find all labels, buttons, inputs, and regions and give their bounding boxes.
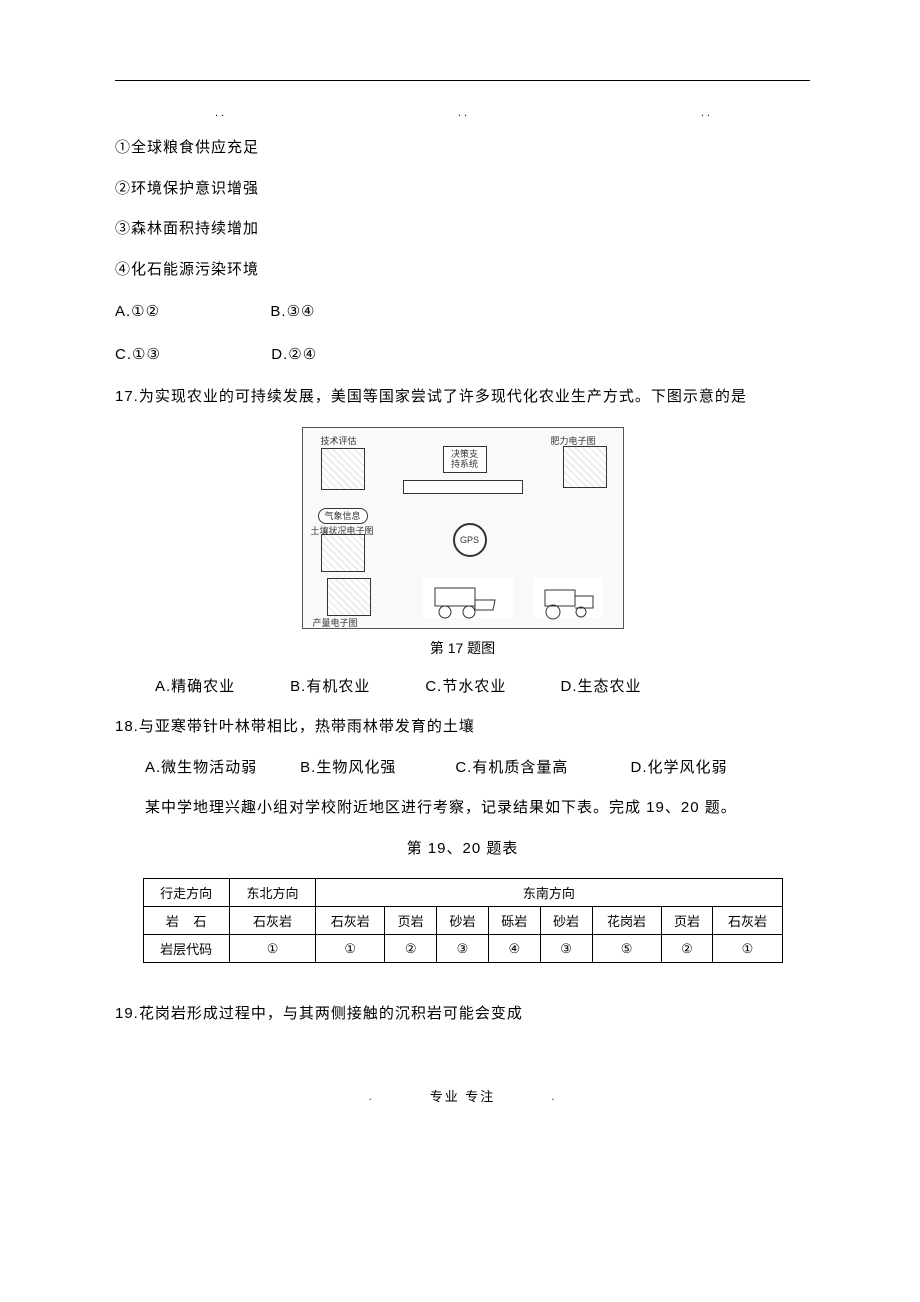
fig-tractor <box>533 578 603 618</box>
q18-options: A.微生物活动弱 B.生物风化强 C.有机质含量高 D.化学风化弱 <box>115 757 810 780</box>
rock-char-b: 石 <box>193 914 206 929</box>
header-rule <box>115 80 810 81</box>
option-b: B.③④ <box>270 303 315 320</box>
footer-text: 专业 专注 <box>430 1089 496 1104</box>
q17-figure: 技术评估 决策支 持系统 肥力电子图 气象信息 土壤状况电子图 GPS 产量电子… <box>115 427 810 658</box>
option-c: C.①③ <box>115 346 161 363</box>
fig-label-fert: 肥力电子图 <box>551 434 596 447</box>
cell-rock: 石灰岩 <box>229 907 315 935</box>
cell-rock: 砂岩 <box>437 907 489 935</box>
statement-2: ②环境保护意识增强 <box>115 178 810 201</box>
q18-stem: 18.与亚寒带针叶林带相比，热带雨林带发育的土壤 <box>115 716 810 739</box>
cell-rock: 石灰岩 <box>713 907 782 935</box>
th-code: 岩层代码 <box>143 935 229 963</box>
cell-rock: 页岩 <box>661 907 713 935</box>
q17-opt-d: D.生态农业 <box>561 676 642 699</box>
cell-rock: 石灰岩 <box>316 907 385 935</box>
dot: . . <box>701 107 710 119</box>
q17-options: A.精确农业 B.有机农业 C.节水农业 D.生态农业 <box>115 676 810 699</box>
th-walk: 行走方向 <box>143 879 229 907</box>
cell-rock: 砾岩 <box>488 907 540 935</box>
q17-caption: 第 17 题图 <box>115 638 810 658</box>
fig-label-tech: 技术评估 <box>321 434 357 447</box>
fig-box-console <box>403 480 523 494</box>
cell-rock: 花岗岩 <box>592 907 661 935</box>
cell-code: ② <box>385 935 437 963</box>
cell-code: ② <box>661 935 713 963</box>
q18-opt-c: C.有机质含量高 <box>455 757 625 780</box>
cell-code: ⑤ <box>592 935 661 963</box>
fig-label-yield: 产量电子图 <box>313 616 358 629</box>
q18-opt-a: A.微生物活动弱 <box>145 757 295 780</box>
q18-opt-b: B.生物风化强 <box>300 757 450 780</box>
table-row: 岩层代码 ① ① ② ③ ④ ③ ⑤ ② ① <box>143 935 782 963</box>
cell-code: ③ <box>437 935 489 963</box>
q19-table: 行走方向 东北方向 东南方向 岩 石 石灰岩 石灰岩 页岩 砂岩 砾岩 砂岩 花… <box>143 878 783 963</box>
th-ne: 东北方向 <box>229 879 315 907</box>
fig-blob-fert <box>563 446 607 488</box>
q19-stem: 19.花岗岩形成过程中，与其两侧接触的沉积岩可能会变成 <box>115 1003 810 1026</box>
option-a: A.①② <box>115 303 160 320</box>
cell-code: ① <box>713 935 782 963</box>
statement-4: ④化石能源污染环境 <box>115 259 810 282</box>
cell-code: ① <box>229 935 315 963</box>
th-rock: 岩 石 <box>143 907 229 935</box>
options-row-1: A.①② B.③④ <box>115 301 810 324</box>
fig-box-weather: 气象信息 <box>318 508 368 525</box>
dot: . . <box>458 107 467 119</box>
table-row: 岩 石 石灰岩 石灰岩 页岩 砂岩 砾岩 砂岩 花岗岩 页岩 石灰岩 <box>143 907 782 935</box>
q17-opt-c: C.节水农业 <box>425 676 555 699</box>
rock-char-a: 岩 <box>166 914 179 929</box>
options-row-2: C.①③ D.②④ <box>115 344 810 367</box>
footer-dot-left: . <box>369 1092 374 1103</box>
q17-opt-a: A.精确农业 <box>155 676 285 699</box>
fig-harvester <box>423 578 513 618</box>
passage-19-20: 某中学地理兴趣小组对学校附近地区进行考察，记录结果如下表。完成 19、20 题。 <box>115 797 810 820</box>
cell-code: ① <box>316 935 385 963</box>
dot: . . <box>215 107 224 119</box>
fig-gps-circle: GPS <box>453 523 487 557</box>
table-title: 第 19、20 题表 <box>115 838 810 861</box>
cell-code: ③ <box>540 935 592 963</box>
cell-code: ④ <box>488 935 540 963</box>
footer-dot-right: . <box>551 1092 556 1103</box>
header-dots: . . . . . . <box>115 107 810 119</box>
tractor-icon <box>535 580 605 620</box>
page-footer: . 专业 专注 . <box>115 1086 810 1105</box>
page: . . . . . . ①全球粮食供应充足 ②环境保护意识增强 ③森林面积持续增… <box>0 0 920 1145</box>
table-row: 行走方向 东北方向 东南方向 <box>143 879 782 907</box>
fig-blob-yield <box>327 578 371 616</box>
th-se: 东南方向 <box>316 879 782 907</box>
cell-rock: 页岩 <box>385 907 437 935</box>
cell-rock: 砂岩 <box>540 907 592 935</box>
q17-stem: 17.为实现农业的可持续发展，美国等国家尝试了许多现代化农业生产方式。下图示意的… <box>115 386 810 409</box>
q17-diagram: 技术评估 决策支 持系统 肥力电子图 气象信息 土壤状况电子图 GPS 产量电子… <box>302 427 624 629</box>
fig-blob-soil <box>321 534 365 572</box>
statement-1: ①全球粮食供应充足 <box>115 137 810 160</box>
option-d: D.②④ <box>271 346 317 363</box>
q17-opt-b: B.有机农业 <box>290 676 420 699</box>
q18-opt-d: D.化学风化弱 <box>631 757 728 780</box>
statement-3: ③森林面积持续增加 <box>115 218 810 241</box>
harvester-icon <box>425 580 515 620</box>
fig-box-decision: 决策支 持系统 <box>443 446 487 474</box>
fig-blob-tech <box>321 448 365 490</box>
